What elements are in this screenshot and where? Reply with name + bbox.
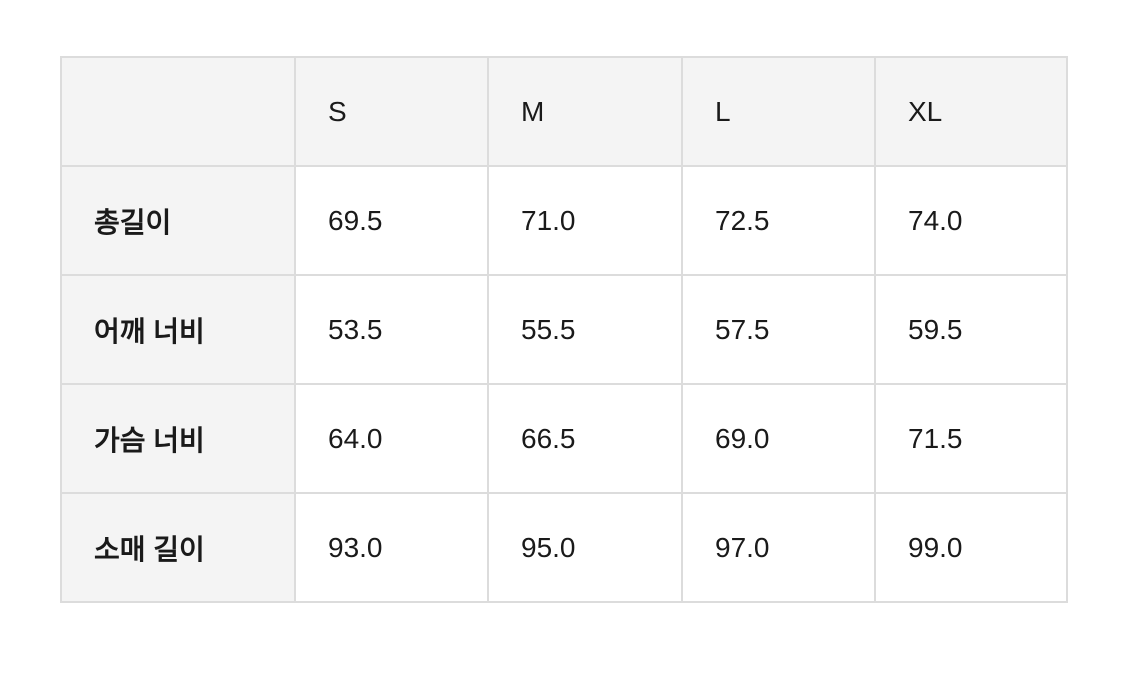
measure-value: 71.5 [874, 383, 1068, 494]
measure-value: 95.0 [487, 492, 683, 603]
measure-value: 57.5 [681, 274, 876, 385]
measure-label: 소매 길이 [60, 492, 296, 603]
measure-row: 가슴 너비 64.0 66.5 69.0 71.5 [60, 383, 1068, 494]
table-header: S M L XL [60, 56, 1068, 167]
measure-value: 93.0 [294, 492, 489, 603]
measure-value: 97.0 [681, 492, 876, 603]
measure-value: 72.5 [681, 165, 876, 276]
table-body: 총길이 69.5 71.0 72.5 74.0 어깨 너비 53.5 55.5 57.5 59.5… [60, 165, 1068, 603]
measure-value: 69.0 [681, 383, 876, 494]
measure-value: 99.0 [874, 492, 1068, 603]
measure-row: 어깨 너비 53.5 55.5 57.5 59.5 [60, 274, 1068, 385]
measure-row: 소매 길이 93.0 95.0 97.0 99.0 [60, 492, 1068, 603]
measure-value: 53.5 [294, 274, 489, 385]
size-header: S [294, 56, 489, 167]
measure-value: 55.5 [487, 274, 683, 385]
size-table: S M L XL 총길이 69.5 71.0 72.5 74.0 어깨 너비 53.5 55.5 57… [60, 56, 1068, 603]
size-header: XL [874, 56, 1068, 167]
measure-label: 가슴 너비 [60, 383, 296, 494]
corner-cell [60, 56, 296, 167]
measure-row: 총길이 69.5 71.0 72.5 74.0 [60, 165, 1068, 276]
measure-label: 어깨 너비 [60, 274, 296, 385]
size-header: L [681, 56, 876, 167]
measure-value: 66.5 [487, 383, 683, 494]
measure-value: 71.0 [487, 165, 683, 276]
measure-value: 74.0 [874, 165, 1068, 276]
size-header: M [487, 56, 683, 167]
measure-value: 64.0 [294, 383, 489, 494]
measure-label: 총길이 [60, 165, 296, 276]
measure-value: 59.5 [874, 274, 1068, 385]
measure-value: 69.5 [294, 165, 489, 276]
header-row: S M L XL [60, 56, 1068, 167]
